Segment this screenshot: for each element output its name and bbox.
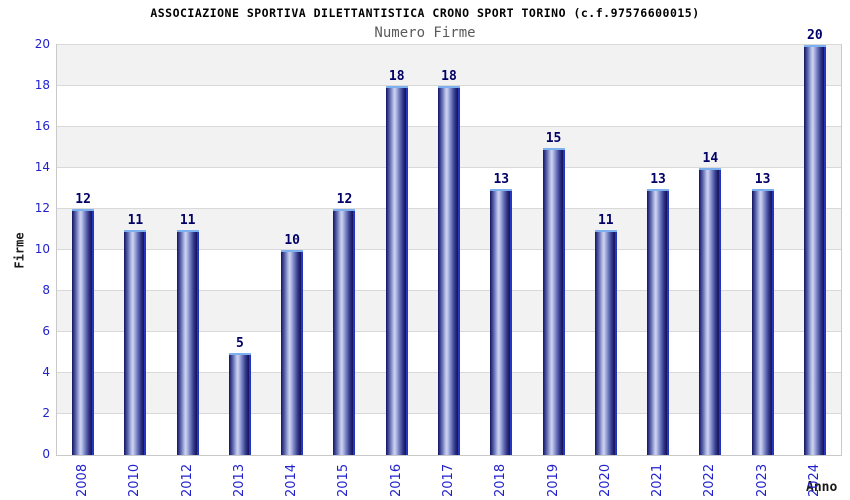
bar (803, 45, 826, 455)
bar-value-label: 15 (545, 130, 562, 146)
bar-value-label: 10 (284, 233, 301, 248)
x-tick-label: 2019 (545, 463, 561, 497)
bar-value-label: 5 (236, 335, 244, 351)
x-tick-label: 2010 (127, 463, 143, 497)
y-tick-label: 12 (34, 201, 50, 215)
y-tick-label: 10 (34, 242, 50, 256)
bar-value-label: 14 (702, 151, 719, 166)
bar (594, 229, 617, 455)
gridline (57, 44, 841, 45)
bar-value-label: 20 (807, 28, 823, 43)
x-tick-label: 2008 (75, 463, 91, 497)
x-tick-label: 2021 (650, 463, 666, 497)
bar-value-label: 13 (754, 171, 771, 187)
x-tick-label: 2020 (597, 463, 613, 497)
bar (72, 209, 95, 455)
x-tick-label: 2024 (806, 463, 822, 497)
x-tick-label: 2016 (388, 463, 404, 497)
bar (438, 86, 460, 455)
x-axis-title: Anno (806, 480, 838, 495)
y-tick-label: 4 (42, 365, 50, 379)
bar-value-label: 11 (179, 212, 196, 228)
y-tick-label: 18 (34, 78, 50, 92)
plot-area: 12 11 11 5 10 12 18 18 13 15 11 13 14 13 20 (56, 28, 842, 456)
bar (176, 229, 199, 455)
bar (647, 188, 670, 455)
x-tick-label: 2018 (493, 463, 509, 497)
x-tick-label: 2015 (336, 463, 352, 497)
x-tick-label: 2022 (702, 463, 718, 497)
chart-subtitle: Numero Firme (374, 25, 476, 41)
x-tick-label: 2014 (284, 463, 300, 497)
y-tick-label: 14 (34, 160, 50, 174)
bar (490, 188, 513, 455)
bar-value-label: 11 (127, 212, 144, 228)
bar-value-label: 13 (650, 171, 666, 187)
y-tick-label: 0 (42, 447, 50, 461)
bar (385, 86, 408, 455)
y-tick-label: 6 (42, 324, 50, 338)
x-tick-label: 2012 (179, 463, 195, 497)
x-tick-label: 2017 (441, 463, 456, 497)
bar (751, 188, 774, 455)
bar-value-label: 13 (493, 171, 510, 187)
bar (124, 229, 147, 455)
bar (542, 147, 565, 455)
bar-value-label: 11 (597, 212, 614, 228)
bar-value-label: 18 (441, 69, 457, 84)
gridline (57, 85, 841, 86)
y-tick-label: 2 (42, 406, 50, 420)
y-tick-label: 16 (34, 119, 50, 133)
bar (333, 209, 356, 455)
bar (699, 168, 722, 455)
chart-title: ASSOCIAZIONE SPORTIVA DILETTANTISTICA CR… (150, 6, 700, 20)
x-tick-label: 2023 (754, 463, 770, 497)
y-tick-label: 20 (34, 37, 50, 51)
bar-value-label: 18 (388, 69, 405, 84)
bar (281, 250, 304, 455)
bar (228, 352, 251, 455)
bar-value-label: 12 (336, 192, 353, 207)
y-tick-label: 8 (42, 283, 50, 297)
x-tick-label: 2013 (231, 463, 247, 497)
bar-value-label: 12 (75, 192, 91, 207)
